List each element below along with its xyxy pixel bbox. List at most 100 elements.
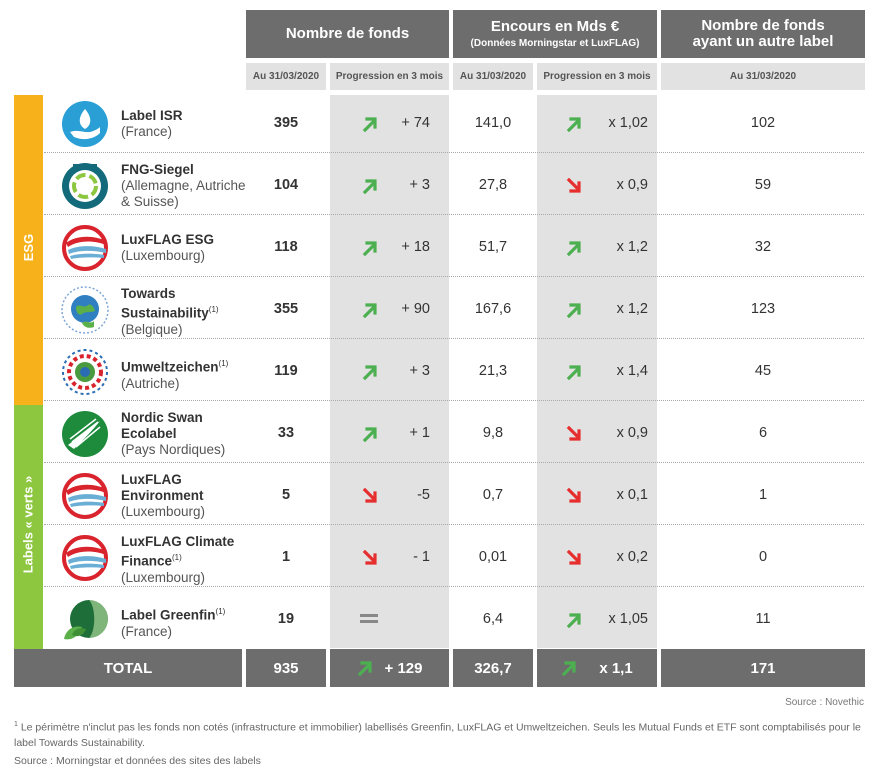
isr-hand-logo — [60, 99, 110, 149]
table-row: Label ISR (France) — [44, 95, 864, 153]
arrow-up-icon — [362, 303, 377, 319]
total-funds: 935 — [246, 649, 326, 687]
label-name: Label Greenfin(1) (France) — [121, 607, 226, 639]
table-row: LuxFLAG ESG (Luxembourg) — [44, 219, 864, 277]
aum-value: 9,8 — [482, 425, 504, 441]
other-label-count: 102 — [750, 115, 776, 131]
funds-count: 104 — [273, 177, 299, 193]
source-morningstar: Source : Morningstar et données des site… — [14, 755, 261, 767]
label-name: LuxFLAG ESG (Luxembourg) — [121, 232, 215, 263]
luxflag-logo — [60, 223, 110, 273]
arrow-up-icon — [566, 365, 581, 381]
arrow-down-icon — [362, 487, 377, 503]
funds-count: 5 — [281, 487, 291, 503]
aum-value: 167,6 — [474, 301, 512, 317]
table-row: Towards Sustainability(1) (Belgique) — [44, 281, 864, 339]
header-nombre-fonds: Nombre de fonds — [246, 10, 449, 58]
aum-value: 0,7 — [482, 487, 504, 503]
other-label-count: 11 — [755, 611, 771, 627]
aum-value: 0,01 — [478, 549, 508, 565]
other-label-count: 6 — [758, 425, 768, 441]
other-label-count: 59 — [754, 177, 772, 193]
arrow-up-icon — [566, 117, 581, 133]
arrow-up-icon — [562, 661, 576, 676]
other-label-count: 45 — [754, 363, 772, 379]
aum-multiplier: x 0,9 — [616, 425, 648, 441]
header-encours: Encours en Mds € (Données Morningstar et… — [453, 10, 657, 58]
aum-multiplier: x 1,4 — [616, 363, 648, 379]
funds-count: 33 — [277, 425, 295, 441]
total-label: TOTAL — [14, 649, 242, 687]
arrow-up-icon — [362, 427, 377, 443]
aum-multiplier: x 0,2 — [616, 549, 648, 565]
aum-trend-icon — [566, 425, 582, 442]
equal-icon — [360, 614, 378, 623]
funds-delta: + 3 — [409, 177, 430, 193]
label-name: LuxFLAG Environment (Luxembourg) — [121, 472, 206, 519]
funds-trend-icon — [362, 426, 380, 443]
funds-trend-icon — [362, 364, 380, 381]
funds-count: 19 — [277, 611, 295, 627]
aum-trend-icon — [566, 302, 582, 319]
label-name: Umweltzeichen(1) (Autriche) — [121, 359, 229, 391]
funds-count: 118 — [274, 239, 298, 255]
label-name: Nordic Swan Ecolabel (Pays Nordiques) — [121, 410, 226, 457]
funds-delta: + 90 — [401, 301, 430, 317]
funds-trend-icon — [362, 116, 380, 133]
footnote: 1 Le périmètre n'inclut pas les fonds no… — [14, 721, 861, 749]
table-row: Umweltzeichen(1) (Autriche) — [44, 343, 864, 401]
funds-delta: - 1 — [413, 549, 430, 565]
subheader-aum-date: Au 31/03/2020 — [453, 63, 533, 90]
arrow-up-icon — [362, 241, 377, 257]
other-label-count: 1 — [758, 487, 768, 503]
subheader-aum-prog: Progression en 3 mois — [537, 63, 657, 90]
umweltzeichen-logo — [60, 347, 110, 397]
aum-multiplier: x 0,1 — [616, 487, 648, 503]
source-novethic: Source : Novethic — [785, 697, 864, 708]
other-label-count: 32 — [754, 239, 772, 255]
funds-trend-icon — [362, 302, 380, 319]
funds-trend-icon — [362, 240, 380, 257]
towards-sustainability-logo — [60, 285, 110, 335]
arrow-up-icon — [362, 179, 377, 195]
aum-multiplier: x 1,02 — [608, 115, 649, 131]
arrow-up-icon — [362, 117, 377, 133]
aum-value: 21,3 — [478, 363, 508, 379]
esg-band: ESG — [14, 95, 43, 405]
arrow-up-icon — [566, 241, 581, 257]
arrow-up-icon — [566, 303, 581, 319]
table-row: LuxFLAG Climate Finance(1) (Luxembourg) — [44, 529, 864, 587]
verts-band-label: Labels « verts » — [20, 475, 36, 574]
aum-value: 27,8 — [478, 177, 508, 193]
funds-trend-icon — [362, 178, 380, 195]
header-autre-label: Nombre de fonds ayant un autre label — [661, 10, 865, 58]
fng-siegel-logo — [60, 161, 110, 211]
total-aum: 326,7 — [453, 649, 533, 687]
aum-trend-icon — [566, 487, 582, 504]
aum-value: 6,4 — [482, 611, 504, 627]
funds-trend-icon — [362, 549, 380, 566]
total-aum-mult: x 1,1 — [537, 649, 657, 687]
funds-delta: + 74 — [401, 115, 430, 131]
funds-delta: -5 — [417, 487, 430, 503]
funds-trend-icon — [362, 487, 380, 504]
label-name: Label ISR (France) — [121, 108, 183, 139]
funds-count: 395 — [273, 115, 299, 131]
arrow-up-icon — [362, 365, 377, 381]
aum-progression-column — [537, 95, 657, 648]
aum-trend-icon — [566, 116, 582, 133]
subheader-funds-date: Au 31/03/2020 — [246, 63, 326, 90]
table-row: Label Greenfin(1) (France) — [44, 591, 864, 649]
funds-trend-icon — [360, 612, 378, 628]
arrow-down-icon — [566, 487, 581, 503]
funds-delta: + 18 — [401, 239, 430, 255]
nordic-swan-logo — [60, 409, 110, 459]
funds-progression-column — [330, 95, 449, 648]
total-other: 171 — [661, 649, 865, 687]
luxflag-logo — [60, 471, 110, 521]
arrow-down-icon — [362, 549, 377, 565]
aum-trend-icon — [566, 177, 582, 194]
aum-multiplier: x 0,9 — [616, 177, 648, 193]
greenfin-logo — [60, 595, 110, 645]
arrow-up-icon — [566, 613, 581, 629]
